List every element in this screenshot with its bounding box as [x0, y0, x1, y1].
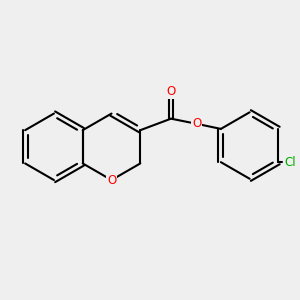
Text: O: O — [107, 174, 116, 187]
Text: Cl: Cl — [284, 156, 296, 169]
Text: O: O — [167, 85, 176, 98]
Text: O: O — [192, 117, 201, 130]
